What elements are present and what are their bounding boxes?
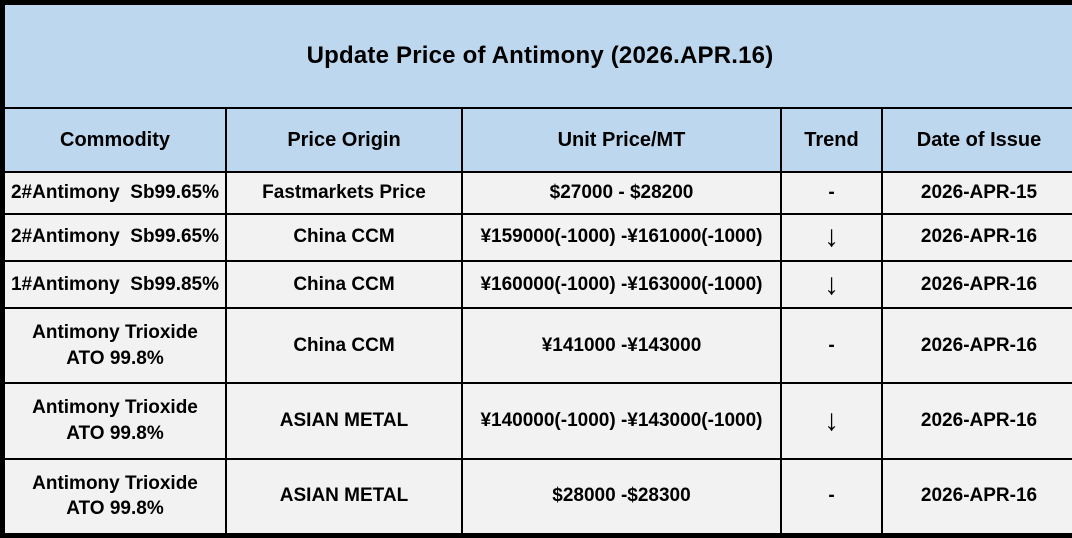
unit-price-cell: $27000 - $28200: [461, 171, 782, 215]
table-title: Update Price of Antimony (2026.APR.16): [2, 3, 1072, 109]
commodity-cell: 1#Antimony Sb99.85%: [3, 259, 227, 310]
table-row: 1#Antimony Sb99.85% China CCM ¥160000(-1…: [3, 259, 1072, 310]
unit-price-cell: ¥159000(-1000) -¥161000(-1000): [461, 212, 782, 262]
trend-flat-indicator: -: [780, 307, 883, 385]
title-row: Update Price of Antimony (2026.APR.16): [2, 3, 1072, 109]
date-of-issue-cell: 2026-APR-16: [880, 382, 1072, 460]
commodity-cell: Antimony Trioxide ATO 99.8%: [3, 457, 227, 536]
table-row: 2#Antimony Sb99.65% China CCM ¥159000(-1…: [3, 212, 1072, 262]
price-origin-cell: China CCM: [225, 212, 463, 262]
trend-down-arrow-icon: ↓: [780, 382, 883, 460]
date-of-issue-cell: 2026-APR-16: [880, 259, 1072, 310]
date-of-issue-cell: 2026-APR-16: [880, 212, 1072, 262]
price-table: Update Price of Antimony (2026.APR.16) C…: [2, 3, 1072, 536]
price-origin-cell: China CCM: [225, 307, 463, 385]
unit-price-cell: $28000 -$28300: [461, 457, 782, 536]
unit-price-cell: ¥140000(-1000) -¥143000(-1000): [461, 382, 782, 460]
trend-flat-indicator: -: [780, 171, 883, 215]
column-header-date-of-issue: Date of Issue: [880, 107, 1072, 173]
trend-down-arrow-icon: ↓: [780, 212, 883, 262]
commodity-cell: Antimony Trioxide ATO 99.8%: [3, 382, 227, 460]
column-header-price-origin: Price Origin: [225, 107, 463, 173]
trend-flat-indicator: -: [780, 457, 883, 536]
date-of-issue-cell: 2026-APR-16: [880, 457, 1072, 536]
trend-down-arrow-icon: ↓: [780, 259, 883, 310]
table-row: Antimony Trioxide ATO 99.8% ASIAN METAL …: [3, 382, 1072, 460]
date-of-issue-cell: 2026-APR-16: [880, 307, 1072, 385]
column-header-commodity: Commodity: [3, 107, 227, 173]
unit-price-cell: ¥141000 -¥143000: [461, 307, 782, 385]
column-header-trend: Trend: [780, 107, 883, 173]
commodity-cell: 2#Antimony Sb99.65%: [3, 212, 227, 262]
price-origin-cell: China CCM: [225, 259, 463, 310]
price-origin-cell: ASIAN METAL: [225, 382, 463, 460]
table-row: Antimony Trioxide ATO 99.8% ASIAN METAL …: [3, 457, 1072, 536]
table-row: Antimony Trioxide ATO 99.8% China CCM ¥1…: [3, 307, 1072, 385]
unit-price-cell: ¥160000(-1000) -¥163000(-1000): [461, 259, 782, 310]
commodity-cell: Antimony Trioxide ATO 99.8%: [3, 307, 227, 385]
price-origin-cell: ASIAN METAL: [225, 457, 463, 536]
date-of-issue-cell: 2026-APR-15: [880, 171, 1072, 215]
table-row: 2#Antimony Sb99.65% Fastmarkets Price $2…: [3, 171, 1072, 215]
header-row: Commodity Price Origin Unit Price/MT Tre…: [3, 107, 1072, 173]
price-origin-cell: Fastmarkets Price: [225, 171, 463, 215]
commodity-cell: 2#Antimony Sb99.65%: [3, 171, 227, 215]
column-header-unit-price: Unit Price/MT: [461, 107, 782, 173]
